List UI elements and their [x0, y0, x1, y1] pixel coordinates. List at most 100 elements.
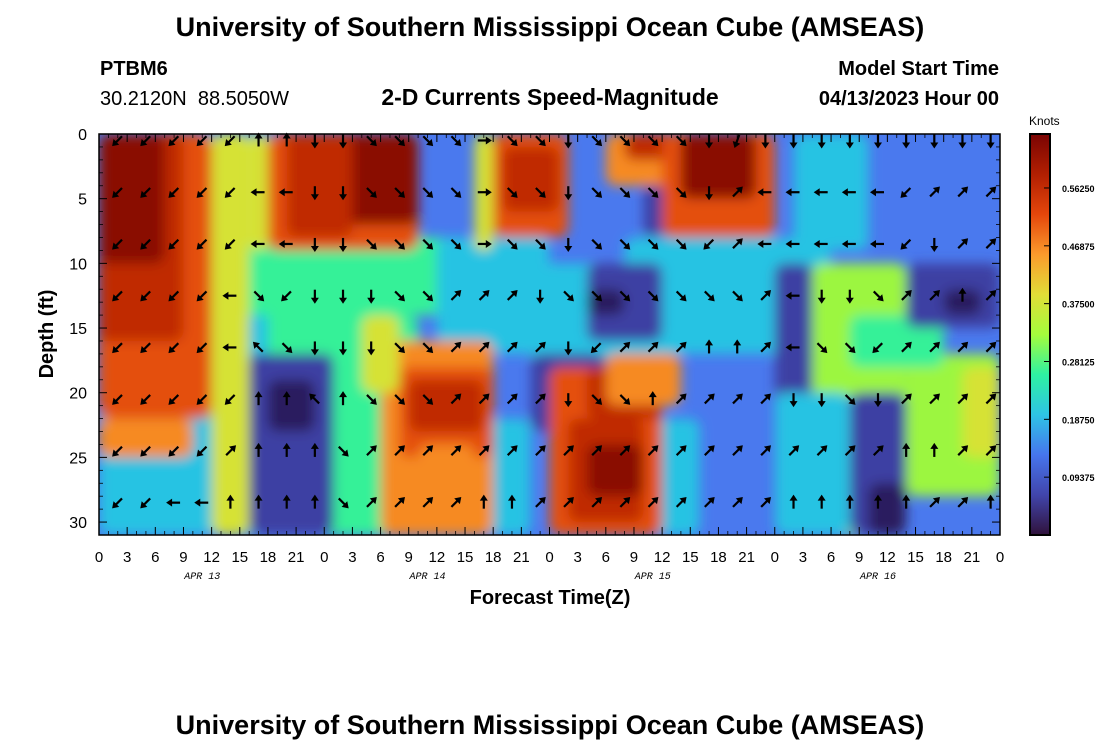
current-arrow [253, 290, 265, 302]
current-arrow [619, 445, 631, 456]
current-arrow [450, 341, 462, 353]
current-arrow [535, 341, 546, 353]
current-arrow [985, 238, 997, 249]
current-arrow [168, 290, 180, 302]
heat-cell [962, 366, 1000, 458]
arrow-head [339, 194, 348, 201]
page-title: University of Southern Mississippi Ocean… [176, 12, 925, 42]
arrow-head [112, 139, 120, 147]
arrow-head [707, 294, 715, 302]
arrow-head [735, 294, 743, 302]
heat-cell [418, 444, 475, 535]
arrow-head [989, 238, 997, 246]
x-tick-label: 0 [996, 549, 1004, 566]
current-arrow [930, 442, 939, 457]
arrow-head [703, 242, 711, 250]
arrow-head [873, 401, 882, 408]
current-arrow [422, 394, 434, 405]
current-arrow [929, 290, 940, 301]
arrow-head [339, 245, 348, 252]
arrow-head [595, 497, 603, 505]
arrow-head [397, 497, 405, 505]
arrow-head [310, 142, 319, 149]
current-arrow [450, 393, 462, 405]
arrow-head [869, 239, 876, 248]
current-arrow [140, 497, 151, 509]
current-arrow [339, 341, 348, 356]
arrow-head [536, 297, 545, 304]
current-arrow [196, 394, 208, 405]
arrow-head [339, 142, 348, 149]
arrow-head [510, 139, 518, 147]
current-arrow [168, 238, 180, 250]
current-arrow [901, 393, 912, 405]
arrow-head [564, 194, 573, 201]
colorbar-tick-label: 0.37500 [1062, 300, 1095, 310]
arrow-head [369, 242, 377, 250]
arrow-head [285, 346, 293, 354]
current-arrow [985, 290, 997, 301]
heat-cell [605, 353, 681, 406]
arrow-head [735, 497, 743, 505]
x-tick-label: 6 [151, 549, 159, 566]
arrow-head [341, 449, 349, 457]
current-arrow [168, 394, 180, 405]
arrow-head [735, 445, 743, 453]
current-arrow [985, 186, 997, 198]
current-arrow [394, 497, 405, 508]
arrow-head [454, 242, 462, 250]
arrow-head [651, 190, 659, 198]
current-arrow [196, 187, 208, 198]
arrow-head [845, 142, 854, 149]
current-arrow [225, 445, 237, 456]
heat-cell [793, 134, 869, 251]
arrow-head [817, 494, 826, 501]
station-id: PTBM6 [100, 58, 168, 80]
current-arrow [140, 238, 151, 250]
arrow-head [785, 291, 792, 300]
current-arrow [507, 494, 516, 509]
current-arrow [477, 188, 492, 197]
x-tick-label: 3 [123, 549, 131, 566]
arrow-head [538, 242, 546, 250]
current-arrow [367, 341, 376, 356]
arrow-head [566, 445, 574, 453]
heat-cell [99, 134, 165, 264]
heat-cell [587, 444, 644, 497]
heat-cell [211, 134, 250, 535]
arrow-head [958, 287, 967, 294]
arrow-head [310, 494, 319, 501]
arrow-head [623, 139, 631, 147]
current-arrow [254, 391, 263, 406]
arrow-head [900, 190, 908, 198]
current-arrow [817, 393, 826, 408]
current-arrow [112, 445, 123, 457]
arrow-head [595, 294, 603, 302]
colorbar-tick-label: 0.18750 [1062, 415, 1095, 425]
x-tick-label: 18 [260, 549, 277, 566]
arrow-head [112, 190, 120, 198]
y-axis-label: Depth (ft) [36, 290, 58, 379]
arrow-head [310, 245, 319, 252]
current-arrow [338, 497, 349, 509]
current-arrow [478, 393, 490, 405]
current-arrow [789, 494, 798, 509]
current-arrow [224, 238, 236, 250]
x-tick-label: 21 [964, 549, 981, 566]
arrow-head [426, 397, 434, 405]
current-arrow [619, 341, 631, 353]
current-arrow [339, 186, 348, 201]
arrow-head [986, 142, 995, 149]
arrow-head [848, 397, 856, 405]
arrow-head [426, 242, 434, 250]
current-vectors [112, 132, 997, 509]
current-arrow [929, 186, 940, 198]
current-arrow [757, 239, 772, 248]
current-arrow [140, 445, 151, 457]
current-arrow [619, 238, 631, 250]
arrow-head [595, 190, 603, 198]
arrow-head [538, 445, 546, 453]
arrow-head [763, 393, 772, 401]
current-arrow [366, 238, 377, 250]
current-arrow [757, 188, 772, 197]
